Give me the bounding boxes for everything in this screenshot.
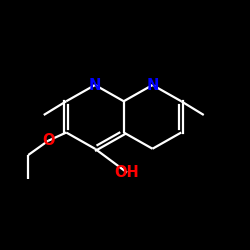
Text: N: N	[89, 78, 101, 92]
Text: O: O	[42, 133, 54, 148]
Text: N: N	[146, 78, 159, 92]
Text: OH: OH	[114, 165, 140, 180]
